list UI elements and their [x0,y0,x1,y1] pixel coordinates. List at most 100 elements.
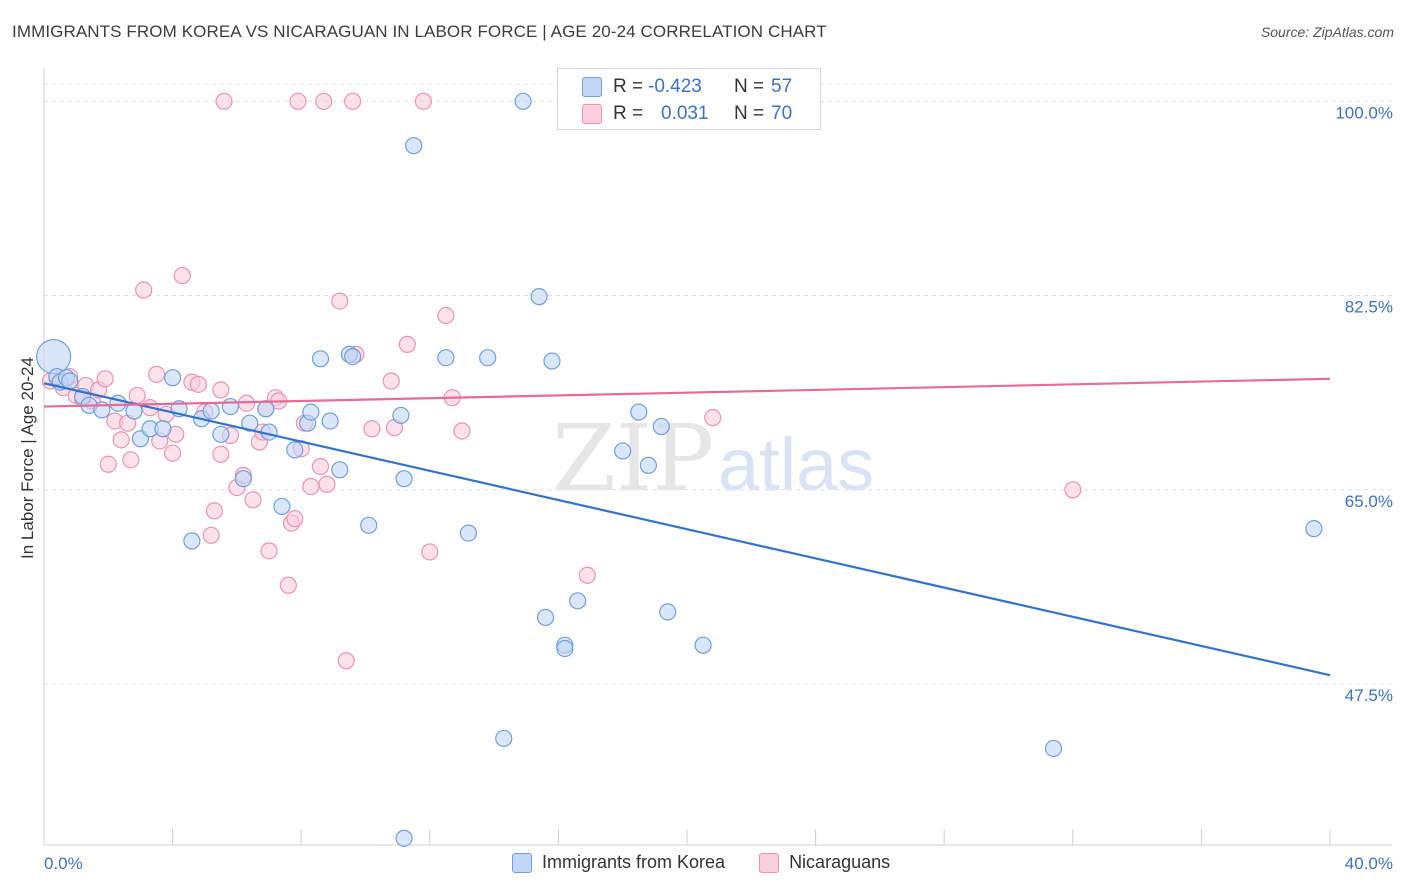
korea-point-32 [344,348,362,366]
korea-point-38 [437,349,455,367]
chart-title: IMMIGRANTS FROM KOREA VS NICARAGUAN IN L… [12,22,827,41]
nicaraguans-point-14 [135,281,153,299]
y-axis-label: In Labor Force | Age 20-24 [18,357,37,559]
korea-point-12 [154,420,172,438]
nicaraguans-point-56 [414,92,432,110]
y-tick-label-3: 100.0% [1335,103,1393,122]
korea-point-19 [221,397,240,416]
stats-box: R = -0.423 N = 57 R = 0.031 N = 70 [557,68,821,130]
legend-item-nicaraguans[interactable]: Nicaraguans [759,852,890,873]
korea-point-50 [630,403,648,421]
korea-point-51 [639,456,658,474]
nicaraguans-point-16 [147,365,166,383]
nicaraguans-point-66 [128,386,146,405]
nicaraguans-point-8 [96,370,114,388]
korea-point-20 [234,470,252,488]
korea-point-45 [543,352,561,370]
nicaraguans-point-39 [279,576,297,594]
nicaraguans-point-42 [289,92,307,110]
korea-point-27 [302,403,320,421]
nicaraguans-point-58 [437,306,455,325]
nicaraguans-point-27 [212,445,230,463]
nicaraguans-trend-line [43,377,1331,408]
korea-point-21 [241,414,259,432]
korea-point-8 [109,394,127,412]
nicaraguans-point-48 [331,292,349,310]
korea-swatch [582,77,602,97]
watermark-atlas: atlas [718,423,874,506]
korea-point-4 [61,372,79,390]
nicaraguans-point-47 [318,475,336,493]
korea-point-24 [273,497,291,516]
korea-point-22 [257,400,275,418]
legend-item-korea[interactable]: Immigrants from Korea [512,852,725,873]
nicaraguans-point-28 [215,92,233,110]
korea-point-48 [569,592,587,610]
nicaraguans-r-value: 0.031 [661,103,709,124]
korea-point-36 [395,829,413,847]
korea-point-15 [183,532,201,550]
korea-point-55 [1044,739,1063,758]
watermark-zip: ZIP [552,405,714,512]
korea-point-35 [395,470,413,488]
nicaraguans-point-9 [99,455,117,473]
korea-point-56 [1305,520,1323,538]
nicaraguans-point-13 [122,451,140,469]
korea-point-13 [164,369,182,387]
korea-point-29 [321,412,339,430]
gridlines [44,83,1392,685]
nicaraguans-point-25 [202,526,220,544]
tick-labels: 47.5% 65.0% 82.5% 100.0% 0.0% 40.0% [44,103,1393,873]
legend-label-nicaraguans: Nicaraguans [789,852,891,872]
y-tick-label-0: 47.5% [1345,686,1393,705]
nicaraguans-point-33 [244,491,262,509]
korea-r-label: R = [613,76,644,97]
nicaraguans-point-23 [189,375,207,393]
trend-lines [43,377,1331,677]
korea-point-54 [694,636,712,654]
nicaraguans-point-60 [453,422,471,440]
korea-point-43 [530,288,548,306]
nicaraguans-n-label: N = [734,103,765,124]
x-tick-label-0: 0.0% [44,854,83,873]
nicaraguans-point-52 [363,420,381,438]
nicaraguans-point-55 [398,335,416,353]
korea-trend-line [43,382,1331,677]
nicaraguans-point-49 [337,652,355,670]
legend-swatch-nicaraguans [759,852,780,873]
korea-point-49 [614,442,632,460]
korea-point-41 [495,729,513,748]
y-tick-label-1: 65.0% [1345,492,1393,511]
legend: Immigrants from Korea Nicaraguans [512,852,890,873]
korea-point-39 [459,524,477,542]
nicaraguans-n-value: 70 [771,103,793,124]
korea-point-37 [405,137,423,155]
korea-point-44 [536,608,555,627]
nicaraguans-point-45 [311,457,330,476]
korea-point-25 [286,441,304,459]
nicaraguans-point-64 [1064,481,1082,499]
source-label: Source: ZipAtlas.com [1260,24,1394,40]
watermark: ZIP atlas [552,405,874,512]
legend-swatch-korea [512,852,532,873]
nicaraguans-r-label: R = [613,103,644,124]
nicaraguans-point-11 [112,431,130,449]
nicaraguans-point-62 [704,409,722,427]
nicaraguans-point-36 [260,542,278,560]
x-tick-label-1: 40.0% [1345,854,1393,873]
korea-point-0 [36,339,72,375]
axes [43,68,1392,846]
korea-point-28 [311,350,330,368]
nicaraguans-point-41 [286,510,304,528]
korea-r-value: -0.423 [648,76,702,97]
y-tick-label-2: 82.5% [1345,298,1393,317]
legend-label-korea: Immigrants from Korea [542,852,726,872]
korea-n-value: 57 [771,76,793,97]
korea-point-53 [659,603,677,621]
nicaraguans-point-46 [315,92,333,110]
nicaraguans-swatch [582,104,602,124]
nicaraguans-point-61 [578,566,596,584]
nicaraguans-point-50 [344,92,362,110]
korea-point-52 [652,417,670,436]
